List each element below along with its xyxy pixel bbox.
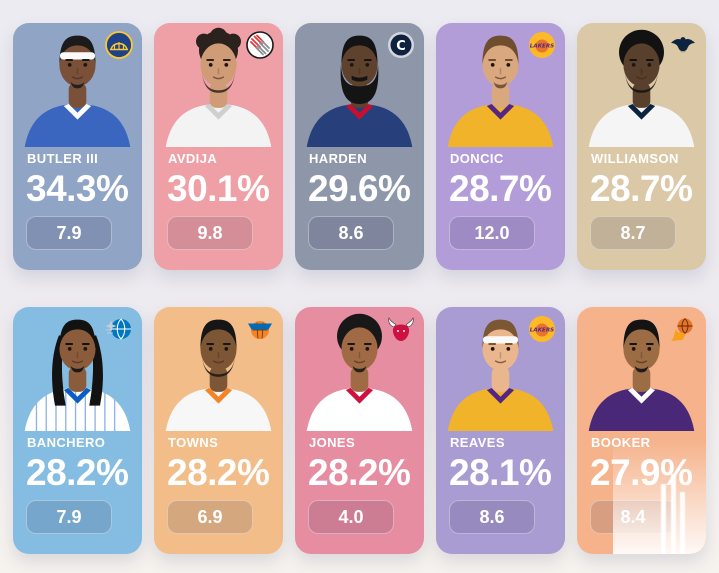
stat-badge: 8.6 bbox=[308, 216, 394, 251]
player-name: AVDIJA bbox=[168, 151, 218, 166]
player-photo bbox=[577, 307, 706, 431]
player-name: DONCIC bbox=[450, 151, 504, 166]
player-card: C HARDEN 29.6% 8.6 bbox=[295, 23, 424, 270]
player-photo bbox=[577, 23, 706, 147]
suns-logo-icon bbox=[668, 314, 698, 344]
usage-percentage: 27.9% bbox=[590, 452, 693, 493]
player-name: BOOKER bbox=[591, 435, 651, 450]
player-card: BUTLER III 34.3% 7.9 bbox=[13, 23, 142, 270]
usage-percentage: 30.1% bbox=[167, 168, 270, 209]
player-card: BOOKER 27.9% 8.4 bbox=[577, 307, 706, 554]
player-photo bbox=[154, 23, 283, 147]
lakers-logo-icon: LAKERS bbox=[527, 314, 557, 344]
stat-value: 12.0 bbox=[474, 222, 510, 243]
player-photo bbox=[295, 307, 424, 431]
player-name: BUTLER III bbox=[27, 151, 99, 166]
pelicans-logo-icon bbox=[668, 30, 698, 60]
stat-value: 8.6 bbox=[479, 506, 505, 527]
usage-percentage: 28.7% bbox=[590, 168, 693, 209]
stat-value: 9.8 bbox=[197, 222, 223, 243]
player-name: REAVES bbox=[450, 435, 505, 450]
knicks-logo-icon bbox=[245, 314, 275, 344]
lakers-logo-icon: LAKERS bbox=[527, 30, 557, 60]
stat-badge: 9.8 bbox=[167, 216, 253, 251]
stat-value: 8.4 bbox=[620, 506, 646, 527]
stat-value: 6.9 bbox=[197, 506, 223, 527]
player-name: WILLIAMSON bbox=[591, 151, 679, 166]
stat-badge: 12.0 bbox=[449, 216, 535, 251]
usage-percentage: 28.2% bbox=[167, 452, 270, 493]
player-photo bbox=[295, 23, 424, 147]
stat-value: 4.0 bbox=[338, 506, 364, 527]
player-photo bbox=[13, 23, 142, 147]
svg-text:LAKERS: LAKERS bbox=[530, 328, 554, 334]
player-card: WILLIAMSON 28.7% 8.7 bbox=[577, 23, 706, 270]
player-photo bbox=[13, 307, 142, 431]
usage-percentage: 29.6% bbox=[308, 168, 411, 209]
stat-value: 7.9 bbox=[56, 506, 82, 527]
blazers-logo-icon bbox=[245, 30, 275, 60]
svg-text:LAKERS: LAKERS bbox=[530, 44, 554, 50]
player-photo bbox=[436, 307, 565, 431]
stat-badge: 6.9 bbox=[167, 500, 253, 535]
stat-value: 8.6 bbox=[338, 222, 364, 243]
player-name: TOWNS bbox=[168, 435, 219, 450]
player-name: BANCHERO bbox=[27, 435, 106, 450]
player-card: BANCHERO 28.2% 7.9 bbox=[13, 307, 142, 554]
usage-percentage: 28.2% bbox=[308, 452, 411, 493]
stat-value: 8.7 bbox=[620, 222, 646, 243]
usage-percentage: 28.7% bbox=[449, 168, 552, 209]
stat-badge: 8.7 bbox=[590, 216, 676, 251]
player-card: AVDIJA 30.1% 9.8 bbox=[154, 23, 283, 270]
svg-text:C: C bbox=[396, 39, 406, 54]
stat-badge: 7.9 bbox=[26, 500, 112, 535]
player-photo bbox=[154, 307, 283, 431]
player-name: HARDEN bbox=[309, 151, 368, 166]
player-photo bbox=[436, 23, 565, 147]
player-card: TOWNS 28.2% 6.9 bbox=[154, 307, 283, 554]
usage-percentage: 34.3% bbox=[26, 168, 129, 209]
player-card: LAKERS REAVES 28.1% 8.6 bbox=[436, 307, 565, 554]
usage-percentage: 28.1% bbox=[449, 452, 552, 493]
player-card: JONES 28.2% 4.0 bbox=[295, 307, 424, 554]
player-name: JONES bbox=[309, 435, 356, 450]
bulls-logo-icon bbox=[386, 314, 416, 344]
stat-badge: 8.4 bbox=[590, 500, 676, 535]
usage-percentage: 28.2% bbox=[26, 452, 129, 493]
warriors-logo-icon bbox=[104, 30, 134, 60]
clippers-logo-icon: C bbox=[386, 30, 416, 60]
player-card: LAKERS DONCIC 28.7% 12.0 bbox=[436, 23, 565, 270]
stat-badge: 8.6 bbox=[449, 500, 535, 535]
magic-logo-icon bbox=[104, 314, 134, 344]
stat-value: 7.9 bbox=[56, 222, 82, 243]
stat-badge: 7.9 bbox=[26, 216, 112, 251]
stat-badge: 4.0 bbox=[308, 500, 394, 535]
